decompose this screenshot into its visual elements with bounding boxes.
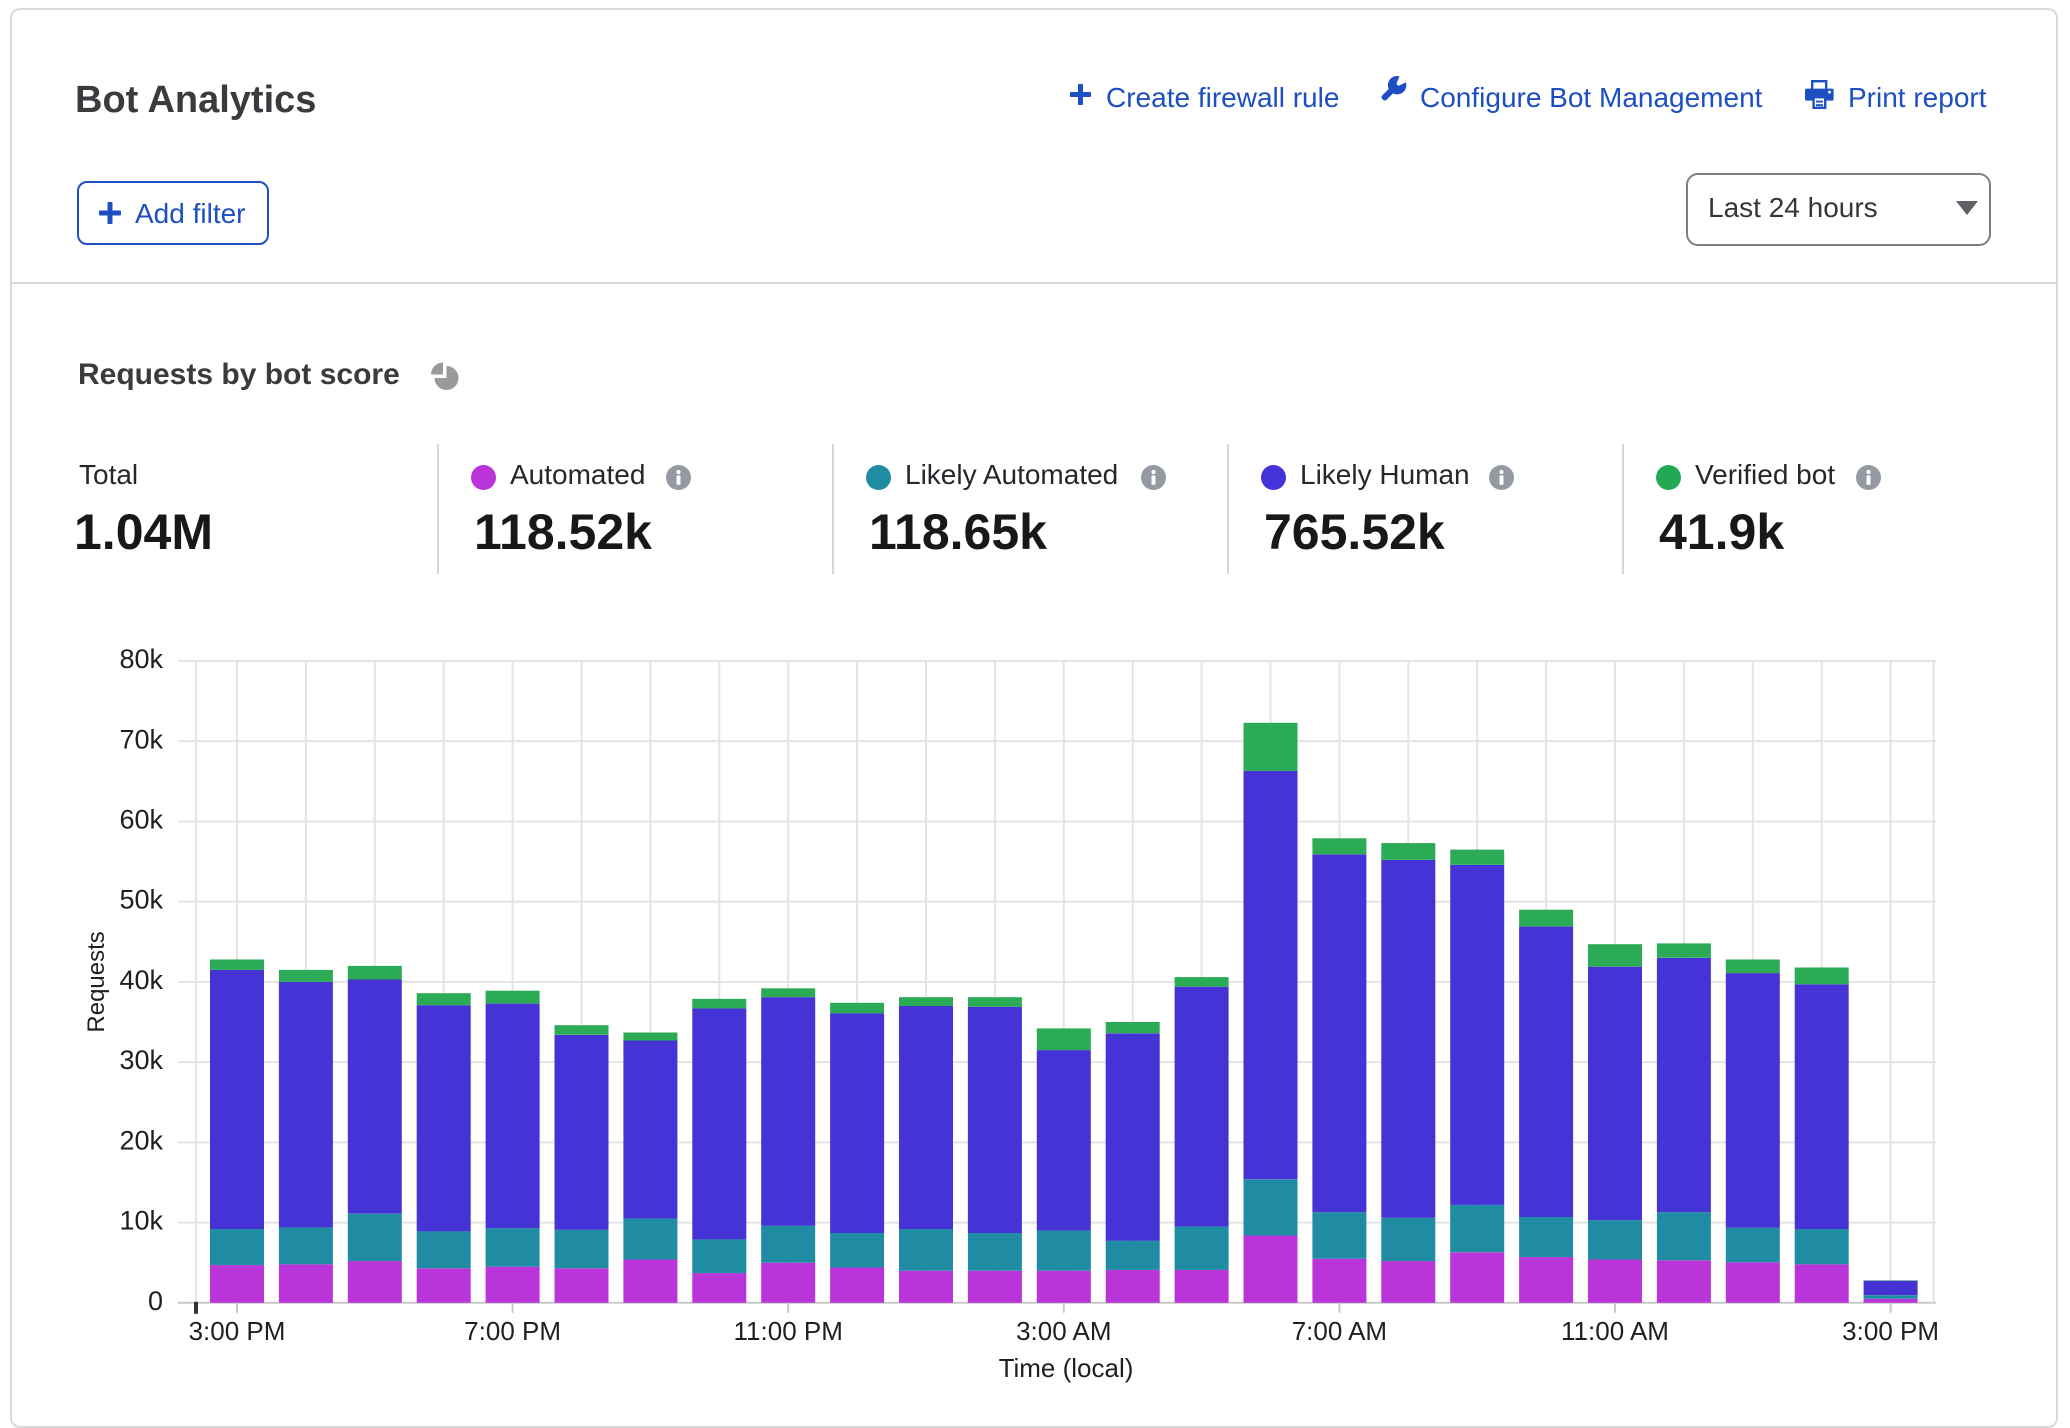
svg-text:20k: 20k	[119, 1125, 163, 1155]
svg-text:50k: 50k	[119, 885, 163, 915]
svg-text:60k: 60k	[119, 805, 163, 835]
svg-text:80k: 80k	[119, 644, 163, 674]
svg-text:Requests: Requests	[83, 931, 110, 1032]
svg-text:3:00 PM: 3:00 PM	[189, 1316, 286, 1346]
svg-text:7:00 PM: 7:00 PM	[464, 1316, 561, 1346]
svg-text:30k: 30k	[119, 1045, 163, 1075]
svg-text:11:00 AM: 11:00 AM	[1561, 1316, 1669, 1346]
svg-text:7:00 AM: 7:00 AM	[1292, 1316, 1387, 1346]
svg-text:70k: 70k	[119, 724, 163, 754]
svg-text:40k: 40k	[119, 965, 163, 995]
svg-text:0: 0	[148, 1286, 163, 1316]
svg-text:11:00 PM: 11:00 PM	[734, 1316, 843, 1346]
svg-text:3:00 PM: 3:00 PM	[1842, 1316, 1939, 1346]
svg-text:Time (local): Time (local)	[999, 1353, 1134, 1383]
svg-text:10k: 10k	[119, 1206, 163, 1236]
svg-text:3:00 AM: 3:00 AM	[1016, 1316, 1111, 1346]
